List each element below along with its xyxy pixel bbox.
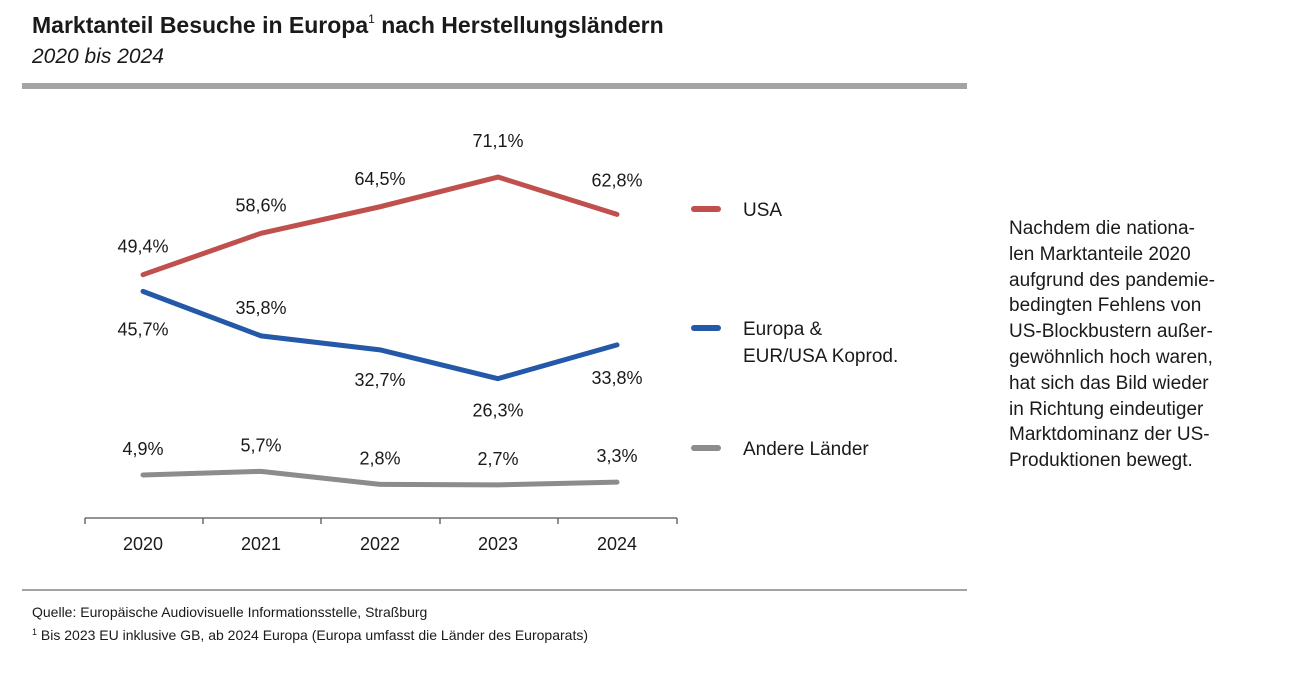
footnote: 1 Bis 2023 EU inklusive GB, ab 2024 Euro…	[32, 627, 588, 643]
legend-label-andere-l-nder: Andere Länder	[743, 439, 869, 460]
data-label-usa-2023: 71,1%	[472, 131, 523, 151]
chart-title: Marktanteil Besuche in Europa1 nach Hers…	[32, 12, 664, 39]
data-label-usa-2021: 58,6%	[235, 195, 286, 215]
data-label-europa-eur-usa-koprod-2024: 33,8%	[591, 368, 642, 388]
x-tick-label-2021: 2021	[241, 534, 281, 554]
legend-label-europa-eur-usa-koprod-1: EUR/USA Koprod.	[743, 346, 898, 367]
chart-subtitle: 2020 bis 2024	[32, 45, 164, 68]
legend-label-europa-eur-usa-koprod: Europa &	[743, 319, 823, 340]
data-label-europa-eur-usa-koprod-2020: 45,7%	[117, 319, 168, 339]
x-tick-label-2022: 2022	[360, 534, 400, 554]
footnote-text: Bis 2023 EU inklusive GB, ab 2024 Europa…	[37, 627, 588, 643]
data-label-andere-l-nder-2023: 2,7%	[477, 449, 518, 469]
series-line-europa-eur-usa-koprod	[140, 288, 620, 382]
data-label-usa-2020: 49,4%	[117, 237, 168, 257]
data-label-andere-l-nder-2021: 5,7%	[240, 435, 281, 455]
data-label-europa-eur-usa-koprod-2023: 26,3%	[472, 401, 523, 421]
legend-label-usa: USA	[743, 200, 782, 221]
data-label-usa-2024: 62,8%	[591, 170, 642, 190]
top-divider	[22, 83, 967, 89]
data-label-usa-2022: 64,5%	[354, 169, 405, 189]
line-chart: 2020 2021 2022 2023 2024 49,4% 58,6% 64,5% 71,1%…	[84, 131, 898, 554]
side-note: Nachdem die nationa- len Marktanteile 20…	[1009, 218, 1215, 472]
data-label-europa-eur-usa-koprod-2021: 35,8%	[235, 298, 286, 318]
data-label-andere-l-nder-2020: 4,9%	[122, 439, 163, 459]
footnote-marker: 1	[32, 627, 38, 637]
x-tick-label-2024: 2024	[597, 534, 637, 554]
bottom-divider	[22, 589, 967, 591]
title-footnote-marker: 1	[368, 12, 375, 26]
series-line-usa	[140, 174, 620, 278]
source-note: Quelle: Europäische Audiovisuelle Inform…	[32, 604, 428, 620]
chart-title-suffix: nach Herstellungsländern	[374, 12, 664, 38]
x-tick-label-2023: 2023	[478, 534, 518, 554]
chart-title-text: Marktanteil Besuche in Europa	[32, 12, 369, 38]
x-tick-label-2020: 2020	[123, 534, 163, 554]
data-label-andere-l-nder-2022: 2,8%	[359, 448, 400, 468]
data-label-andere-l-nder-2024: 3,3%	[596, 446, 637, 466]
series-line-andere-l-nder	[140, 468, 620, 488]
data-label-europa-eur-usa-koprod-2022: 32,7%	[354, 370, 405, 390]
